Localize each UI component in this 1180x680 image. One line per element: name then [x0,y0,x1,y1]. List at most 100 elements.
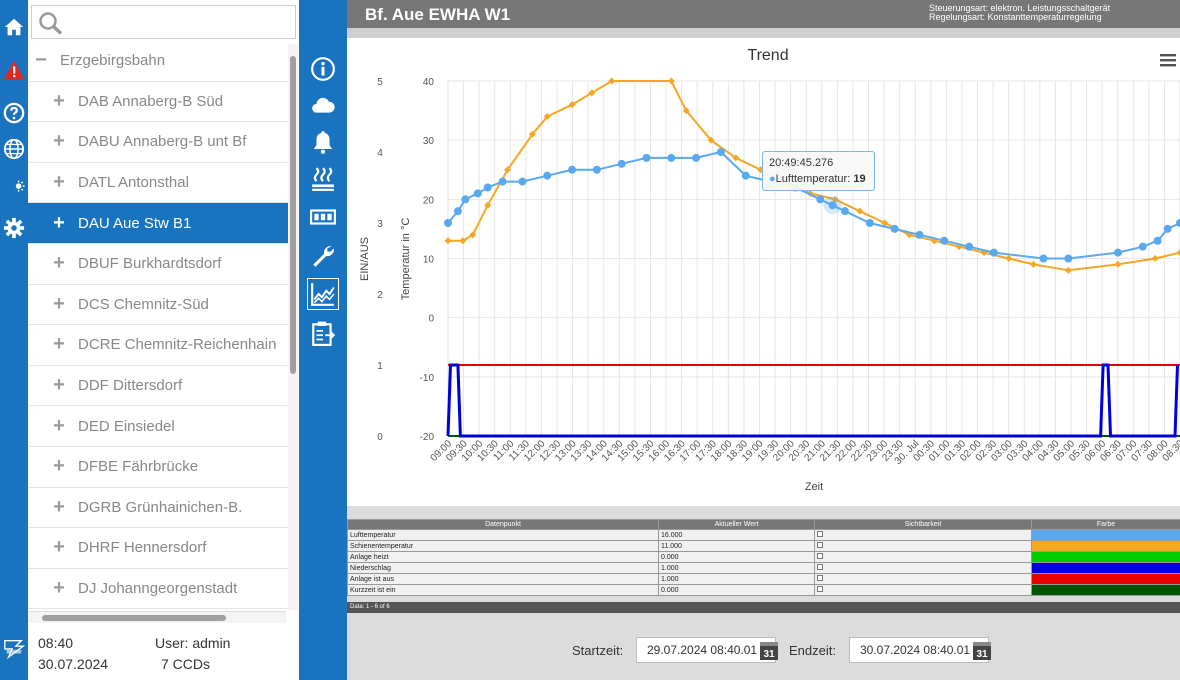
regulation-type: Regelungsart: Konstanttemperaturregelung [929,12,1102,22]
color-swatch[interactable] [1031,562,1180,574]
wrench-icon[interactable] [307,240,339,272]
start-time-input[interactable]: 29.07.2024 08:40.01 [636,637,776,663]
visibility-checkbox[interactable] [817,553,823,559]
cloud-icon[interactable] [307,89,339,121]
color-swatch[interactable] [1031,573,1180,585]
datapoint-name: Anlage heizt [347,551,659,563]
trend-chart-icon[interactable] [307,278,339,310]
home-icon[interactable] [0,12,28,42]
end-time-label: Endzeit: [789,643,836,658]
collapse-icon[interactable]: − [35,49,47,72]
expand-icon[interactable]: + [53,374,65,397]
expand-icon[interactable]: + [53,252,65,275]
data-point [881,219,889,227]
user-label: User: admin [155,635,231,651]
clock-time: 08:40 [38,635,74,651]
table-row: Schienentemperatur 11.000 [347,540,1180,552]
tree-item[interactable]: + DBUF Burkhardtsdorf [28,244,288,285]
calendar-day-text: 31 [976,649,988,660]
datapoint-name: Schienentemperatur [347,540,659,552]
color-swatch[interactable] [1031,529,1180,541]
warning-icon[interactable] [0,55,28,85]
tree-item[interactable]: + DJ Johanngeorgenstadt [28,569,288,610]
datapoint-value: 0.000 [658,584,815,596]
datapoint-value: 16.000 [658,529,815,541]
visibility-checkbox[interactable] [817,531,823,537]
tree-root-item[interactable]: − Erzgebirgsbahn [28,41,288,82]
data-point [453,207,462,216]
tree-item[interactable]: + DGRB Grünhainichen-B. [28,488,288,529]
day-night-icon[interactable] [0,172,28,202]
tree-item-label: DED Einsiedel [78,417,175,435]
datapoint-table: Datenpunkt Aktueller Wert Sichtbarkeit Farb… [347,519,1180,596]
globe-icon[interactable] [0,134,28,164]
expand-icon[interactable]: + [53,292,65,315]
y-temp-tick-label: 20 [423,195,435,206]
gear-icon[interactable] [0,213,28,243]
expand-icon[interactable]: + [53,89,65,112]
end-time-input[interactable]: 30.07.2024 08:40.01 [849,637,989,663]
y-temp-tick-label: 10 [423,255,435,266]
expand-icon[interactable]: + [53,577,65,600]
data-point [831,195,839,203]
data-point [667,77,675,85]
help-icon[interactable] [0,98,28,128]
tree-item[interactable]: + DFBE Fährbrücke [28,447,288,488]
visibility-checkbox[interactable] [817,542,823,548]
scrollbar-thumb[interactable] [42,615,226,621]
tree-item[interactable]: + DCRE Chemnitz-Reichenhain [28,325,288,366]
tree-item[interactable]: + DCS Chemnitz-Süd [28,285,288,326]
data-point [816,195,825,204]
expand-icon[interactable]: + [53,171,65,194]
tree-horizontal-scrollbar[interactable] [28,611,286,623]
y-state-tick-label: 1 [377,361,383,372]
trend-chart[interactable]: 09:0009:3010:0010:3011:0011:3012:0012:30… [347,38,1180,506]
data-point [483,183,492,192]
start-time-label: Startzeit: [572,643,624,658]
visibility-cell [814,540,1032,552]
search-input[interactable] [66,12,286,34]
data-point [915,230,924,239]
tree-item[interactable]: + DED Einsiedel [28,406,288,447]
data-point [965,242,974,251]
table-header-cell: Farbe [1031,519,1180,530]
expand-icon[interactable]: + [53,211,65,234]
page-title: Bf. Aue EWHA W1 [365,5,511,24]
table-row: Anlage heizt 0.000 [347,551,1180,563]
data-point [865,219,874,227]
heating-icon[interactable] [307,163,339,195]
color-swatch[interactable] [1031,584,1180,596]
start-calendar-icon[interactable]: 31 [760,640,778,660]
end-calendar-icon[interactable]: 31 [973,640,991,660]
clipboard-icon[interactable] [307,317,339,349]
expand-icon[interactable]: + [53,414,65,437]
table-row: Niederschlag 1.000 [347,562,1180,574]
info-icon[interactable] [307,53,339,85]
expand-icon[interactable]: + [53,536,65,559]
table-header-cell: Sichtbarkeit [814,519,1032,530]
expand-icon[interactable]: + [53,333,65,356]
scrollbar-thumb[interactable] [290,56,296,374]
datapoint-value: 11.000 [658,540,815,552]
color-swatch[interactable] [1031,540,1180,552]
expand-icon[interactable]: + [53,495,65,518]
counter-icon[interactable] [307,201,339,233]
datapoint-name: Kurzzeit ist ein [347,584,659,596]
tree-item[interactable]: + DATL Antonsthal [28,163,288,204]
chart-menu-icon[interactable] [1159,52,1177,68]
tree-item[interactable]: + DHRF Hennersdorf [28,528,288,569]
current-date: 30.07.2024 [38,656,109,672]
expand-icon[interactable]: + [53,130,65,153]
tree-item[interactable]: + DDF Dittersdorf [28,366,288,407]
tree-item[interactable]: + DAB Annaberg-B Süd [28,82,288,123]
bell-icon[interactable] [307,126,339,158]
search-box[interactable] [31,5,296,39]
visibility-checkbox[interactable] [817,564,823,570]
color-swatch[interactable] [1031,551,1180,563]
expand-icon[interactable]: + [53,455,65,478]
tree-item[interactable]: + DAU Aue Stw B1 [28,203,288,244]
tree-vertical-scrollbar[interactable] [288,44,298,610]
visibility-checkbox[interactable] [817,575,823,581]
tree-item[interactable]: + DABU Annaberg-B unt Bf [28,122,288,163]
visibility-checkbox[interactable] [817,586,823,592]
